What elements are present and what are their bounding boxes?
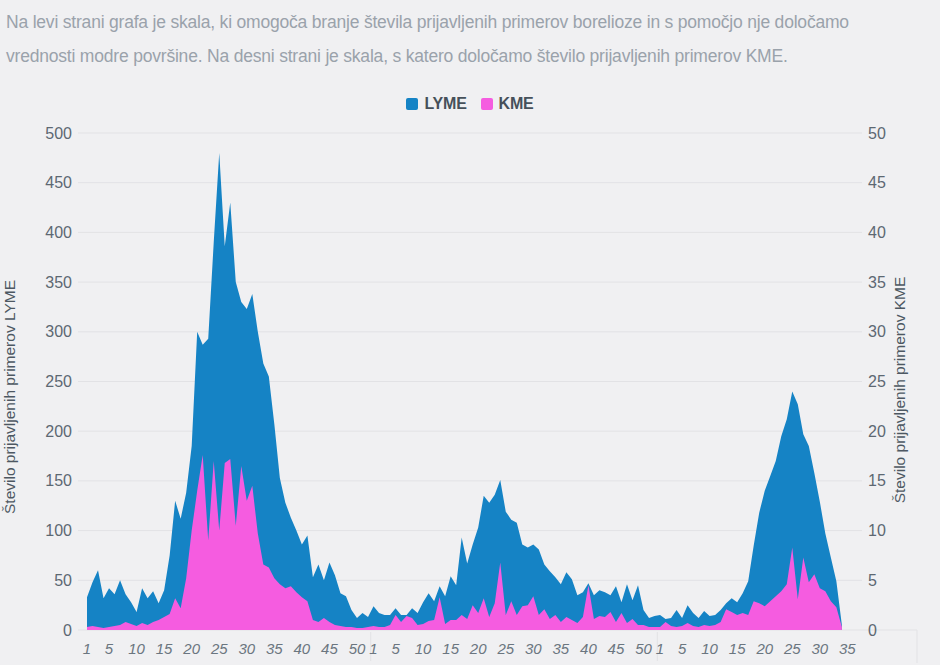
x-axis-tick-label: 50 bbox=[349, 640, 366, 657]
description-line-2: vrednosti modre površine. Na desni stran… bbox=[6, 39, 911, 73]
x-axis-tick-label: 20 bbox=[755, 640, 773, 657]
left-axis-tick-label: 0 bbox=[63, 622, 72, 639]
right-axis-tick-label: 40 bbox=[868, 224, 886, 241]
area-chart: 0050510010150152002025025300303503540040… bbox=[0, 105, 940, 665]
left-axis-tick-label: 300 bbox=[45, 323, 72, 340]
x-axis-tick-label: 10 bbox=[128, 640, 145, 657]
right-axis-tick-label: 50 bbox=[868, 125, 886, 142]
x-axis-tick-label: 10 bbox=[415, 640, 432, 657]
x-axis-tick-label: 15 bbox=[156, 640, 173, 657]
left-axis-tick-label: 100 bbox=[45, 522, 72, 539]
x-axis-tick-label: 5 bbox=[678, 640, 687, 657]
x-axis-tick-label: 35 bbox=[553, 640, 570, 657]
x-axis-tick-label: 25 bbox=[210, 640, 228, 657]
x-axis-tick-label: 15 bbox=[442, 640, 459, 657]
left-axis-tick-label: 450 bbox=[45, 174, 72, 191]
x-axis-tick-label: 1 bbox=[83, 640, 91, 657]
right-axis-tick-label: 35 bbox=[868, 274, 886, 291]
left-axis-tick-label: 400 bbox=[45, 224, 72, 241]
left-axis-tick-label: 500 bbox=[45, 125, 72, 142]
right-axis-tick-label: 25 bbox=[868, 373, 886, 390]
x-axis-tick-label: 35 bbox=[266, 640, 283, 657]
right-axis-tick-label: 5 bbox=[868, 572, 877, 589]
x-axis-tick-label: 30 bbox=[238, 640, 255, 657]
right-axis-tick-label: 10 bbox=[868, 522, 886, 539]
x-axis-tick-label: 1 bbox=[656, 640, 664, 657]
x-axis-tick-label: 5 bbox=[391, 640, 400, 657]
x-axis-tick-label: 25 bbox=[783, 640, 801, 657]
right-axis-tick-label: 45 bbox=[868, 174, 886, 191]
left-axis-tick-label: 200 bbox=[45, 423, 72, 440]
x-axis-tick-label: 40 bbox=[580, 640, 597, 657]
x-axis-tick-label: 30 bbox=[525, 640, 542, 657]
x-axis-tick-label: 40 bbox=[294, 640, 311, 657]
left-axis-tick-label: 150 bbox=[45, 472, 72, 489]
x-axis-tick-label: 1 bbox=[369, 640, 377, 657]
x-axis-tick-label: 10 bbox=[701, 640, 718, 657]
x-axis-tick-label: 20 bbox=[469, 640, 487, 657]
chart-description: Na levi strani grafa je skala, ki omogoč… bbox=[6, 5, 911, 73]
left-axis-tick-label: 50 bbox=[54, 572, 72, 589]
left-axis-title: Število prijavljenih primerov LYME bbox=[1, 280, 18, 514]
right-axis-title: Število prijavljenih primerov KME bbox=[891, 277, 908, 504]
right-axis-tick-label: 20 bbox=[868, 423, 886, 440]
x-axis-tick-label: 15 bbox=[729, 640, 746, 657]
x-axis-tick-label: 30 bbox=[811, 640, 828, 657]
right-axis-tick-label: 15 bbox=[868, 472, 886, 489]
x-axis-tick-label: 35 bbox=[839, 640, 856, 657]
left-axis-tick-label: 350 bbox=[45, 274, 72, 291]
right-axis-tick-label: 0 bbox=[868, 622, 877, 639]
x-axis-tick-label: 45 bbox=[608, 640, 625, 657]
x-axis-tick-label: 50 bbox=[635, 640, 652, 657]
description-line-1: Na levi strani grafa je skala, ki omogoč… bbox=[6, 5, 911, 39]
x-axis-tick-label: 25 bbox=[496, 640, 514, 657]
right-axis-tick-label: 30 bbox=[868, 323, 886, 340]
x-axis-tick-label: 20 bbox=[182, 640, 200, 657]
left-axis-tick-label: 250 bbox=[45, 373, 72, 390]
x-axis-tick-label: 5 bbox=[105, 640, 114, 657]
x-axis-tick-label: 45 bbox=[321, 640, 338, 657]
